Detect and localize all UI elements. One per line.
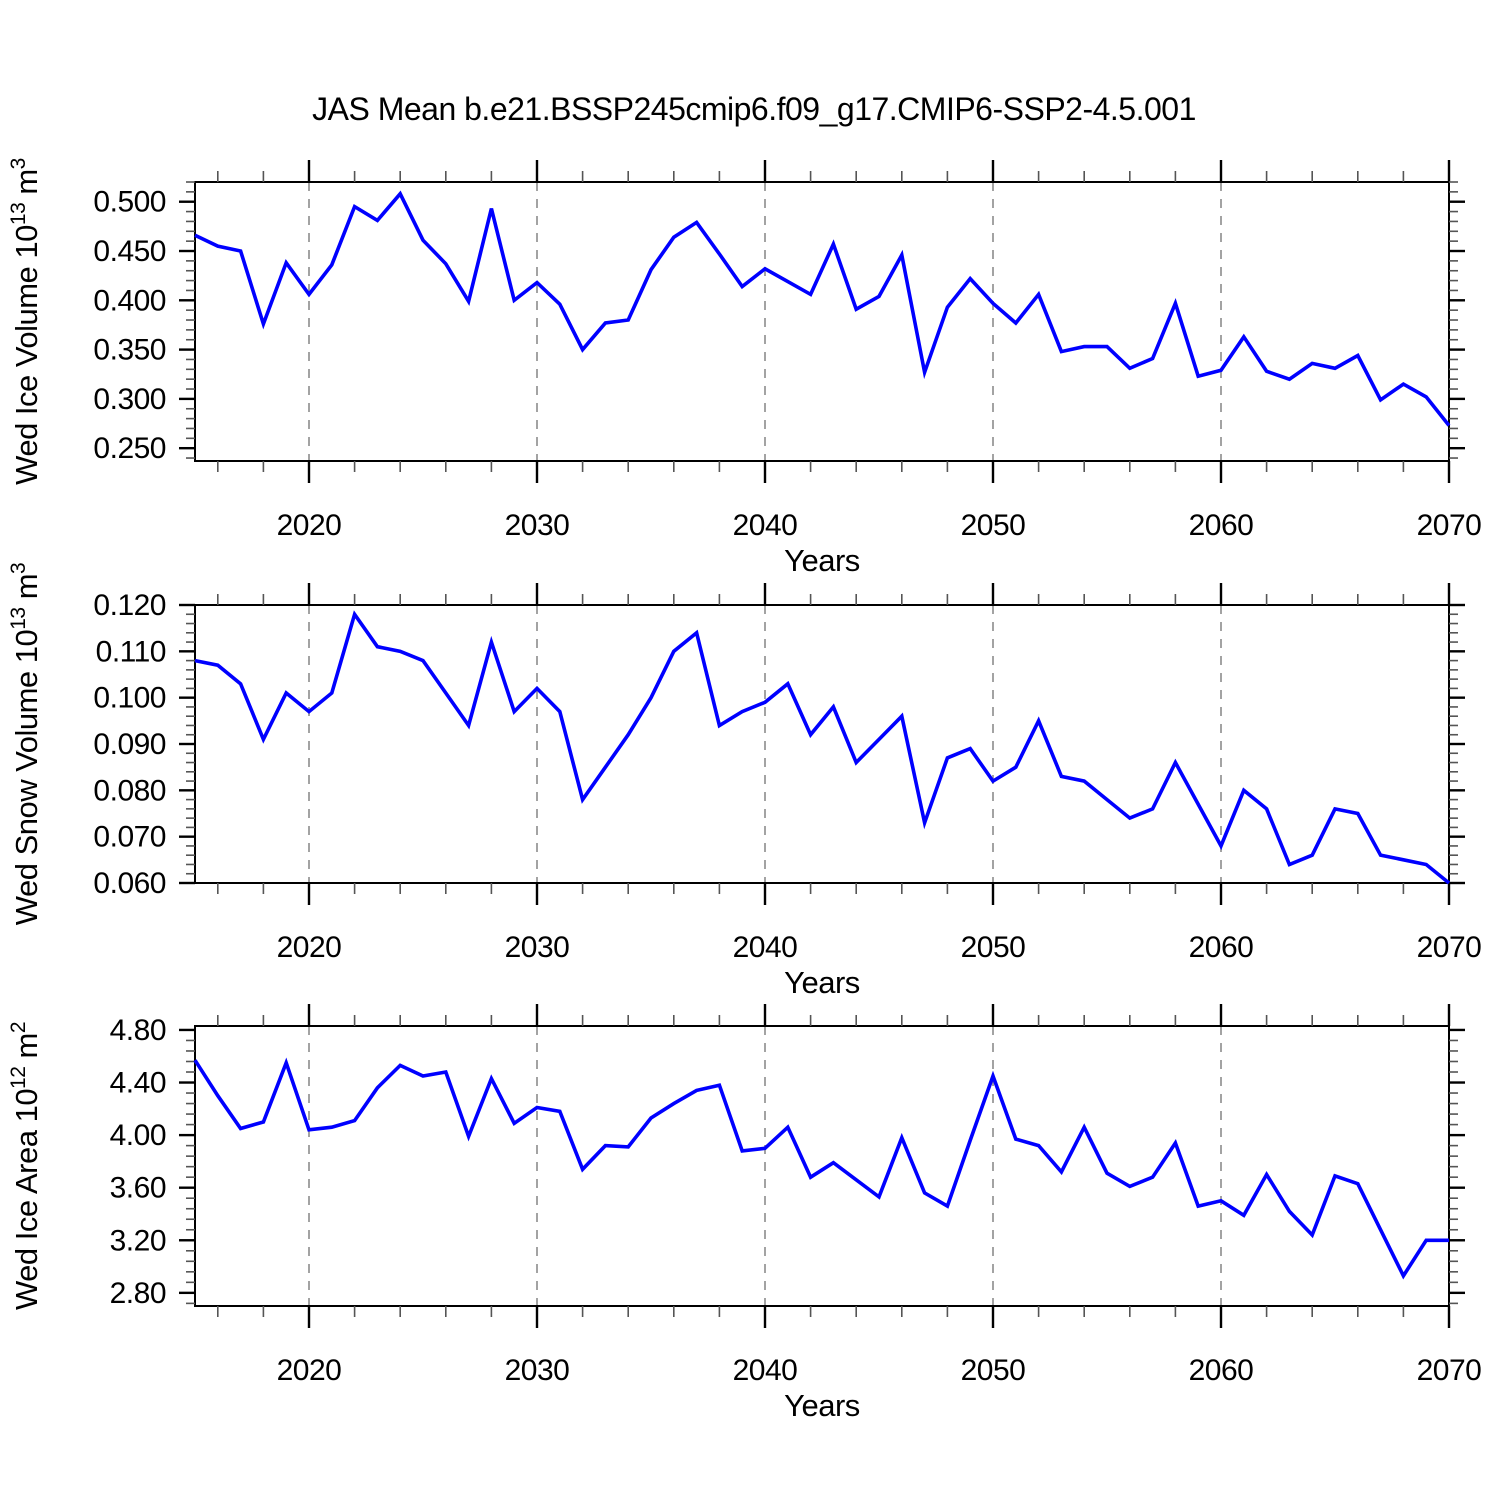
x-tick-label: 2060: [1189, 931, 1254, 964]
y-tick-label: 0.450: [93, 235, 166, 268]
plot-frame: [194, 1025, 1450, 1307]
y-tick-label: 3.20: [110, 1224, 166, 1257]
series-line-top: [194, 190, 1451, 427]
y-tick-label: 0.090: [93, 728, 166, 761]
figure-title: JAS Mean b.e21.BSSP245cmip6.f09_g17.CMIP…: [312, 91, 1196, 127]
y-tick-label: 2.80: [110, 1277, 166, 1310]
y-tick-label: 4.40: [110, 1067, 166, 1100]
x-tick-label: 2020: [277, 509, 342, 542]
y-axis-title: Wed Ice Area 1012 m2: [7, 1022, 44, 1310]
x-tick-label: 2050: [961, 509, 1026, 542]
series-line-middle: [194, 610, 1451, 885]
y-axis-title: Wed Ice Volume 1013 m3: [7, 158, 44, 485]
x-tick-label: 2050: [961, 1354, 1026, 1387]
y-tick-label: 3.60: [110, 1172, 166, 1205]
x-axis-title: Years: [784, 965, 860, 1000]
y-tick-label: 4.80: [110, 1014, 166, 1047]
x-tick-label: 2020: [277, 931, 342, 964]
y-tick-label: 0.060: [93, 867, 166, 900]
x-tick-label: 2060: [1189, 1354, 1254, 1387]
y-tick-label: 0.100: [93, 682, 166, 715]
panel-bottom: 2020 2030 2040 2050 2060 2070 2.80 3.20 3.60 4.00…: [7, 1004, 1482, 1423]
panel-top: 2020 2030 2040 2050 2060 2070 0.250 0.300 0.350 0…: [7, 158, 1482, 578]
y-axis-title: Wed Snow Volume 1013 m3: [7, 563, 44, 925]
x-tick-label: 2060: [1189, 509, 1254, 542]
x-ticks: [179, 583, 1465, 905]
y-tick-label: 0.250: [93, 432, 166, 465]
y-tick-label: 0.500: [93, 186, 166, 219]
x-tick-label: 2040: [733, 509, 798, 542]
y-tick-label: 0.350: [93, 334, 166, 367]
series-line-bottom: [193, 1057, 1449, 1280]
x-tick-label: 2070: [1417, 931, 1482, 964]
x-tick-label: 2030: [505, 1354, 570, 1387]
panels-root: 2020 2030 2040 2050 2060 2070 0.250 0.300 0.350 0…: [7, 158, 1482, 1423]
y-tick-label: 4.00: [110, 1119, 166, 1152]
y-tick-label: 0.300: [93, 383, 166, 416]
plot-frame: [194, 181, 1450, 462]
x-tick-label: 2030: [505, 931, 570, 964]
y-tick-label: 0.400: [93, 284, 166, 317]
x-ticks: [179, 1004, 1465, 1328]
x-tick-label: 2040: [733, 931, 798, 964]
x-ticks: [179, 160, 1465, 483]
x-tick-label: 2070: [1417, 509, 1482, 542]
y-tick-label: 0.070: [93, 821, 166, 854]
x-tick-label: 2050: [961, 931, 1026, 964]
x-axis-title: Years: [784, 1388, 860, 1423]
y-tick-label: 0.110: [96, 635, 166, 668]
x-tick-label: 2070: [1417, 1354, 1482, 1387]
x-tick-label: 2020: [277, 1354, 342, 1387]
x-tick-label: 2030: [505, 509, 570, 542]
y-tick-label: 0.080: [93, 774, 166, 807]
y-tick-label: 0.120: [93, 589, 166, 622]
panel-middle: 2020 2030 2040 2050 2060 2070 0.060 0.070 0.080 0…: [7, 563, 1482, 1000]
x-tick-label: 2040: [733, 1354, 798, 1387]
x-axis-title: Years: [784, 543, 860, 578]
